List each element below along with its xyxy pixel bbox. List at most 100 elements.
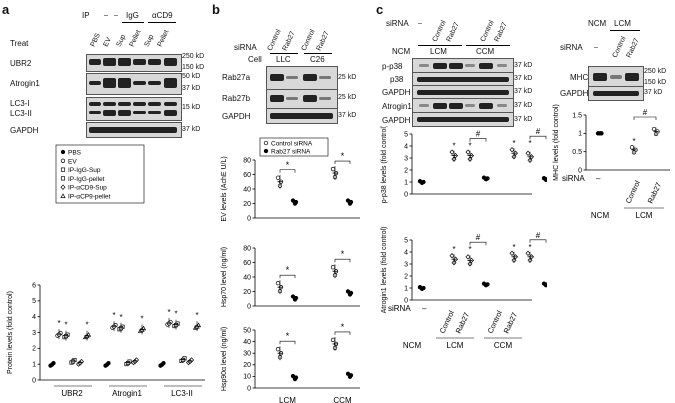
y-tick-label: 2 [404, 167, 408, 174]
c-blot-label-pp38: p-p38 [382, 62, 403, 71]
c-ccm-line [466, 45, 510, 46]
y-tick-label: 1 [404, 179, 408, 186]
c-sirna-label: siRNA [386, 19, 409, 28]
marker-150: 150 kD [182, 64, 205, 71]
c-marker-pp38: 37 kD [514, 62, 533, 69]
marker-37-gapdh: 37 kD [182, 126, 201, 133]
y-tick-label: 1.5 [572, 112, 582, 119]
data-point [275, 347, 281, 352]
significance-star: * [119, 313, 122, 322]
data-point [465, 254, 471, 260]
d-lane-rab27: Rab27 [646, 181, 664, 205]
acd9-underline [148, 22, 176, 23]
y-tick-label: 30 [243, 351, 251, 358]
y-tick-label: 40 [243, 186, 251, 193]
data-point [597, 131, 603, 136]
significance-star: * [341, 151, 345, 161]
chart-a-legend-box [55, 144, 145, 204]
legend-label-4: IP-αCD9-Sup [68, 185, 107, 192]
chart-c-ylabel-0: p-p38 levels (fold control) [381, 126, 388, 203]
c-bottom-group-ncm: NCM [403, 341, 422, 350]
y-tick-label: 0 [247, 385, 251, 392]
data-point [449, 252, 455, 259]
chart-a: 0 1 2 3 4 5 6 Protein levels (fold control) PBSE… [7, 144, 205, 398]
marker-50: 50 kD [182, 73, 201, 80]
treat-lane-acd9-pellet: Pellet [156, 29, 171, 48]
blot-lc3 [86, 97, 182, 121]
c-right-marker-250: 250 kD [644, 68, 667, 75]
significance-bracket [279, 274, 296, 279]
c-right-group-lcm: LCM [614, 19, 631, 28]
x-tick-label: Atrogin1 [112, 389, 142, 398]
b-sirna-lane-control-2: Control [300, 28, 317, 52]
c-right-marker-37: 37 kD [644, 89, 663, 96]
d-sirna-label: siRNA [562, 174, 585, 183]
c-right-blot-label-gapdh: GAPDH [560, 89, 589, 98]
data-point [449, 149, 455, 155]
panel-letter-a: a [2, 2, 10, 17]
panel-letter-b: b [212, 2, 220, 17]
treat-lane-ev: EV [102, 36, 113, 48]
treat-lane-igg-pellet: Pellet [128, 29, 143, 48]
y-tick-label: 0.5 [572, 149, 582, 156]
c-sirna-lane-rab27-2: Rab27 [493, 21, 509, 43]
significance-star: * [528, 139, 531, 148]
c-blot-label-atrogin1: Atrogin1 [382, 102, 412, 111]
d-dash: – [596, 174, 601, 183]
d-lane-control: Control [624, 179, 643, 205]
legend-label-2: IP-IgG-Sup [68, 167, 101, 174]
y-tick-label: 2 [404, 273, 408, 280]
c-blot-pp38 [412, 58, 514, 74]
y-tick-label: 0 [32, 377, 36, 384]
x-tick-label: CCM [333, 396, 352, 403]
significance-star: * [528, 243, 531, 252]
significance-star: * [341, 249, 345, 259]
data-point [275, 175, 281, 180]
c-bottom-dash: – [422, 304, 427, 313]
c-marker-atrogin1: 37 kD [514, 102, 533, 109]
significance-hash: # [643, 108, 648, 117]
significance-bracket [469, 138, 487, 142]
c-blot-atrogin1 [412, 98, 514, 114]
b-sirna-lane-rab27-2: Rab27 [315, 30, 331, 52]
chart-c: 0 1 2 3 4 5 p-p38 levels (fold control) * * # * * #0… [381, 126, 547, 350]
data-point [465, 149, 471, 155]
c-right-blot-mhc [588, 66, 644, 88]
significance-hash: # [476, 233, 481, 242]
c-right-group-ncm: NCM [588, 19, 607, 28]
y-tick-label: 40 [243, 339, 251, 346]
b-blot-gapdh [266, 108, 338, 124]
y-tick-label: 2 [32, 346, 36, 353]
b-cell-llc: LLC [276, 55, 291, 64]
igg-underline [122, 22, 144, 23]
y-tick-label: 60 [243, 172, 251, 179]
y-tick-label: 0 [404, 191, 408, 198]
legend-marker-4 [60, 184, 66, 190]
b-llc-line [270, 53, 298, 54]
significance-hash: # [536, 231, 541, 240]
c-right-blot-label-mhc: MHC [570, 73, 589, 82]
b-blot-label-rab27a: Rab27a [222, 73, 251, 82]
significance-star: * [468, 245, 471, 254]
c-right-blot-gapdh [588, 86, 644, 101]
marker-37: 37 kD [182, 85, 201, 92]
blot-label-lc3-ii: LC3-II [10, 109, 32, 118]
marker-250: 250 kD [182, 53, 205, 60]
significance-bracket [633, 116, 657, 120]
y-tick-label: 1 [404, 285, 408, 292]
c-right-lcm-line [610, 30, 640, 31]
blot-atrogin1-a [86, 73, 182, 95]
y-tick-label: 5 [32, 298, 36, 305]
panel-letter-c: c [376, 2, 384, 17]
c-sirna-lane-rab27-1: Rab27 [445, 21, 461, 43]
d-group-ncm: NCM [591, 211, 610, 220]
c-bottom-group-lcm: LCM [447, 341, 464, 350]
chart-d-ylabel: MHC levels (fold control) [553, 104, 560, 181]
d-group-lcm: LCM [636, 211, 653, 220]
c-bottom-sirna-label: siRNA [388, 304, 411, 313]
b-blot-label-gapdh: GAPDH [222, 112, 251, 121]
significance-star: * [140, 314, 143, 323]
c-bottom-lane-3: Rab27 [502, 311, 520, 335]
y-tick-label: 80 [243, 245, 251, 252]
